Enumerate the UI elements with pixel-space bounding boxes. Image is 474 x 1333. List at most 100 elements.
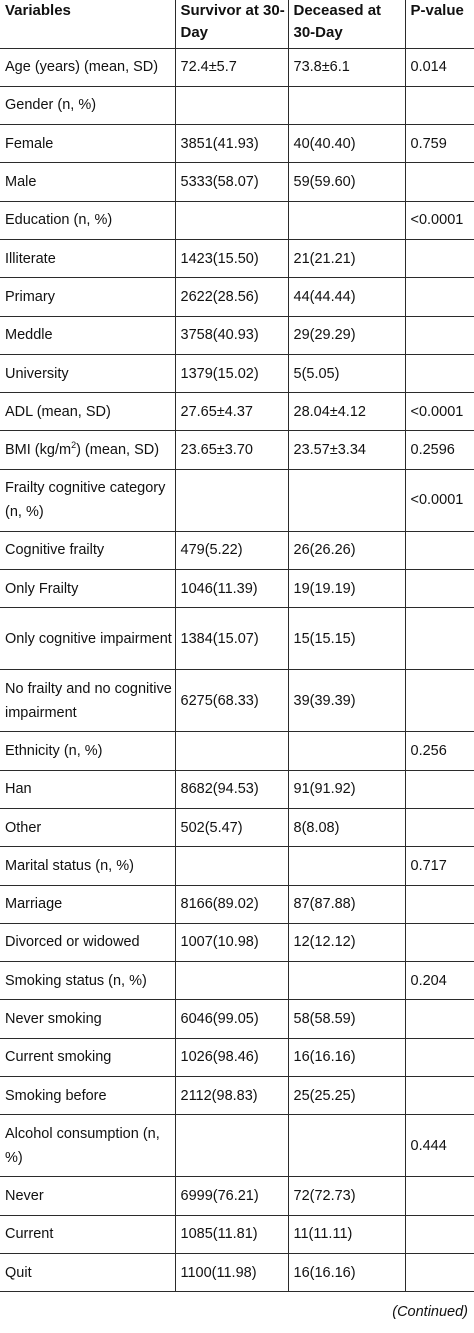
table-row: Marital status (n, %) 0.717	[0, 846, 474, 886]
deceased-value	[287, 731, 406, 771]
survivor-value	[174, 1114, 289, 1178]
row-label: Current	[0, 1214, 176, 1254]
p-value: 0.256	[404, 731, 474, 771]
continued-note: (Continued)	[392, 1304, 468, 1320]
p-value	[404, 1037, 474, 1078]
header-survivor: Survivor at 30-Day	[174, 0, 289, 49]
deceased-value: 59(59.60)	[287, 162, 406, 202]
survivor-value	[174, 731, 289, 771]
survivor-value: 2622(28.56)	[174, 277, 289, 317]
table-row: Alcohol consumption (n, %) 0.444	[0, 1114, 474, 1178]
table-row: Never 6999(76.21) 72(72.73)	[0, 1176, 474, 1216]
row-label: Cognitive frailty	[0, 530, 176, 571]
p-value	[404, 807, 474, 848]
survivor-value: 1085(11.81)	[174, 1214, 289, 1254]
p-value	[404, 238, 474, 279]
deceased-value: 8(8.08)	[287, 807, 406, 848]
deceased-value: 12(12.12)	[287, 922, 406, 963]
deceased-value: 19(19.19)	[287, 569, 406, 609]
table-row: Gender (n, %)	[0, 85, 474, 126]
p-value: 0.204	[404, 961, 474, 1001]
survivor-value: 3758(40.93)	[174, 315, 289, 355]
survivor-value: 6275(68.33)	[174, 669, 289, 733]
survivor-value: 5333(58.07)	[174, 162, 289, 202]
survivor-value	[174, 468, 289, 532]
row-label: Current smoking	[0, 1037, 176, 1078]
table-row: Current 1085(11.81) 11(11.11)	[0, 1214, 474, 1254]
row-label: Smoking before	[0, 1076, 176, 1116]
row-label: Primary	[0, 277, 176, 317]
p-value	[404, 1214, 474, 1254]
row-label: Never	[0, 1176, 176, 1216]
deceased-value: 87(87.88)	[287, 884, 406, 924]
p-value	[404, 315, 474, 355]
survivor-value	[174, 85, 289, 126]
table-row: Marriage 8166(89.02) 87(87.88)	[0, 884, 474, 924]
deceased-value: 44(44.44)	[287, 277, 406, 317]
deceased-value: 91(91.92)	[287, 769, 406, 809]
p-value	[404, 922, 474, 963]
table-row: Meddle 3758(40.93) 29(29.29)	[0, 315, 474, 355]
deceased-value: 25(25.25)	[287, 1076, 406, 1116]
survivor-value: 479(5.22)	[174, 530, 289, 571]
deceased-value: 15(15.15)	[287, 607, 406, 671]
header-variables: Variables	[0, 0, 176, 49]
row-label: No frailty and no cognitive impairment	[0, 669, 176, 733]
table-row: ADL (mean, SD) 27.65±4.37 28.04±4.12 <0.000…	[0, 392, 474, 432]
row-label: Only Frailty	[0, 569, 176, 609]
p-value	[404, 569, 474, 609]
survivor-value: 2112(98.83)	[174, 1076, 289, 1116]
deceased-value: 26(26.26)	[287, 530, 406, 571]
table-row: Other 502(5.47) 8(8.08)	[0, 807, 474, 848]
row-label: Education (n, %)	[0, 200, 176, 240]
row-label: Marital status (n, %)	[0, 846, 176, 886]
row-label: Alcohol consumption (n, %)	[0, 1114, 176, 1178]
survivor-value: 1384(15.07)	[174, 607, 289, 671]
p-value	[404, 353, 474, 394]
table-row: Smoking before 2112(98.83) 25(25.25)	[0, 1076, 474, 1116]
deceased-value: 21(21.21)	[287, 238, 406, 279]
survivor-value: 3851(41.93)	[174, 124, 289, 164]
row-label: Frailty cognitive category (n, %)	[0, 468, 176, 532]
deceased-value: 73.8±6.1	[287, 47, 406, 87]
survivor-value	[174, 846, 289, 886]
table-row: No frailty and no cognitive impairment 62…	[0, 669, 474, 733]
p-value: <0.0001	[404, 468, 474, 532]
row-label: Smoking status (n, %)	[0, 961, 176, 1001]
survivor-value: 502(5.47)	[174, 807, 289, 848]
row-label: Never smoking	[0, 999, 176, 1039]
row-label: ADL (mean, SD)	[0, 392, 176, 432]
survivor-value: 1379(15.02)	[174, 353, 289, 394]
survivor-value	[174, 200, 289, 240]
table-row: Only cognitive impairment 1384(15.07) 15(1…	[0, 607, 474, 671]
table-row: Age (years) (mean, SD) 72.4±5.7 73.8±6.1 0.…	[0, 47, 474, 87]
deceased-value: 11(11.11)	[287, 1214, 406, 1254]
p-value	[404, 669, 474, 733]
row-label: Illiterate	[0, 238, 176, 279]
characteristics-table: Variables Survivor at 30-Day Deceased at…	[0, 0, 474, 1293]
p-value: 0.717	[404, 846, 474, 886]
survivor-value: 72.4±5.7	[174, 47, 289, 87]
table-row: Education (n, %) <0.0001	[0, 200, 474, 240]
table-row: BMI (kg/m2) (mean, SD) 23.65±3.70 23.57±3.…	[0, 430, 474, 470]
p-value	[404, 1076, 474, 1116]
p-value	[404, 162, 474, 202]
deceased-value	[287, 468, 406, 532]
table-row: Illiterate 1423(15.50) 21(21.21)	[0, 238, 474, 279]
table-body: Age (years) (mean, SD) 72.4±5.7 73.8±6.1 0.…	[0, 47, 474, 1293]
row-label: Female	[0, 124, 176, 164]
table-row: University 1379(15.02) 5(5.05)	[0, 353, 474, 394]
row-label: Male	[0, 162, 176, 202]
row-label: University	[0, 353, 176, 394]
row-label: Other	[0, 807, 176, 848]
row-label: Only cognitive impairment	[0, 607, 176, 671]
survivor-value: 1046(11.39)	[174, 569, 289, 609]
deceased-value	[287, 846, 406, 886]
deceased-value: 5(5.05)	[287, 353, 406, 394]
table-row: Han 8682(94.53) 91(91.92)	[0, 769, 474, 809]
survivor-value: 1423(15.50)	[174, 238, 289, 279]
p-value	[404, 85, 474, 126]
p-value: 0.759	[404, 124, 474, 164]
survivor-value: 27.65±4.37	[174, 392, 289, 432]
row-label: Marriage	[0, 884, 176, 924]
